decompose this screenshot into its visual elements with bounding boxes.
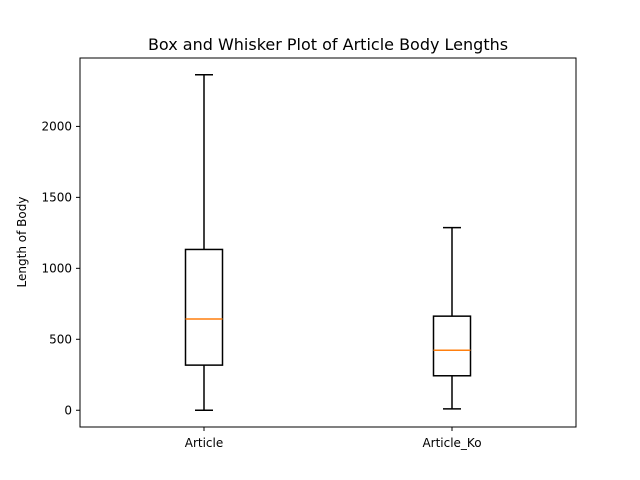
x-tick-label: Article_Ko [422,436,481,450]
y-tick-label: 500 [49,332,72,346]
y-axis-label: Length of Body [15,197,29,288]
chart-title: Box and Whisker Plot of Article Body Len… [148,35,508,54]
y-tick-label: 2000 [41,119,72,133]
box-article-ko [432,315,472,377]
box-article [184,248,224,366]
y-tick-label: 1500 [41,190,72,204]
plot-area: 0 500 1000 1500 2000 Article Article_Ko [41,73,482,450]
plot-frame [79,57,577,428]
y-tick-label: 0 [64,403,72,417]
x-tick-label: Article [185,436,224,450]
y-tick-label: 1000 [41,261,72,275]
